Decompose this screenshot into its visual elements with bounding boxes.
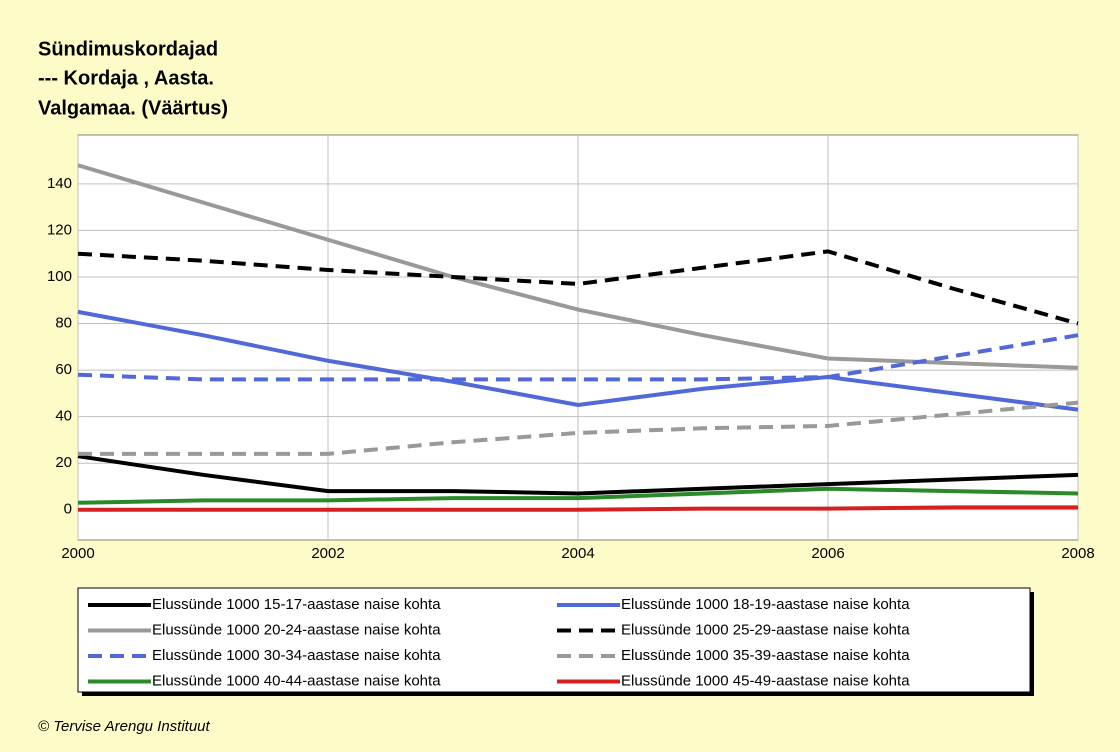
y-tick-label: 0	[64, 501, 72, 518]
legend	[77, 587, 1031, 693]
legend-label: Elussünde 1000 25-29-aastase naise kohta	[621, 621, 910, 638]
x-tick-label: 2006	[811, 545, 844, 562]
x-tick-label: 2000	[61, 545, 94, 562]
chart-title: Sündimuskordajad	[38, 38, 218, 60]
y-tick-label: 80	[55, 315, 72, 332]
x-tick-label: 2008	[1061, 545, 1094, 562]
series-line	[77, 249, 1079, 326]
legend-label: Elussünde 1000 20-24-aastase naise kohta	[152, 621, 441, 638]
series-line	[77, 333, 1079, 382]
chart-title: --- Kordaja , Aasta.	[38, 67, 214, 89]
legend-label: Elussünde 1000 18-19-aastase naise kohta	[621, 596, 910, 613]
footer: © Tervise Arengu Instituut	[38, 718, 211, 735]
y-tick-label: 100	[47, 268, 72, 285]
series-line	[77, 486, 1079, 505]
series-line	[77, 454, 1079, 496]
series-line	[77, 163, 1079, 370]
y-tick-label: 140	[47, 175, 72, 192]
series-line	[77, 309, 1079, 412]
chart-title: Valgamaa. (Väärtus)	[38, 97, 228, 119]
legend-label: Elussünde 1000 35-39-aastase naise kohta	[621, 647, 910, 664]
legend-label: Elussünde 1000 45-49-aastase naise kohta	[621, 672, 910, 689]
y-tick-label: 120	[47, 221, 72, 238]
y-tick-label: 20	[55, 454, 72, 471]
x-tick-label: 2004	[561, 545, 594, 562]
legend-label: Elussünde 1000 15-17-aastase naise kohta	[152, 596, 441, 613]
series-line	[78, 400, 1079, 456]
x-tick-label: 2002	[311, 545, 344, 562]
legend-label: Elussünde 1000 30-34-aastase naise kohta	[152, 647, 441, 664]
legend-label: Elussünde 1000 40-44-aastase naise kohta	[152, 672, 441, 689]
y-tick-label: 60	[55, 361, 72, 378]
series-line	[78, 505, 1078, 512]
y-tick-label: 40	[55, 408, 72, 425]
